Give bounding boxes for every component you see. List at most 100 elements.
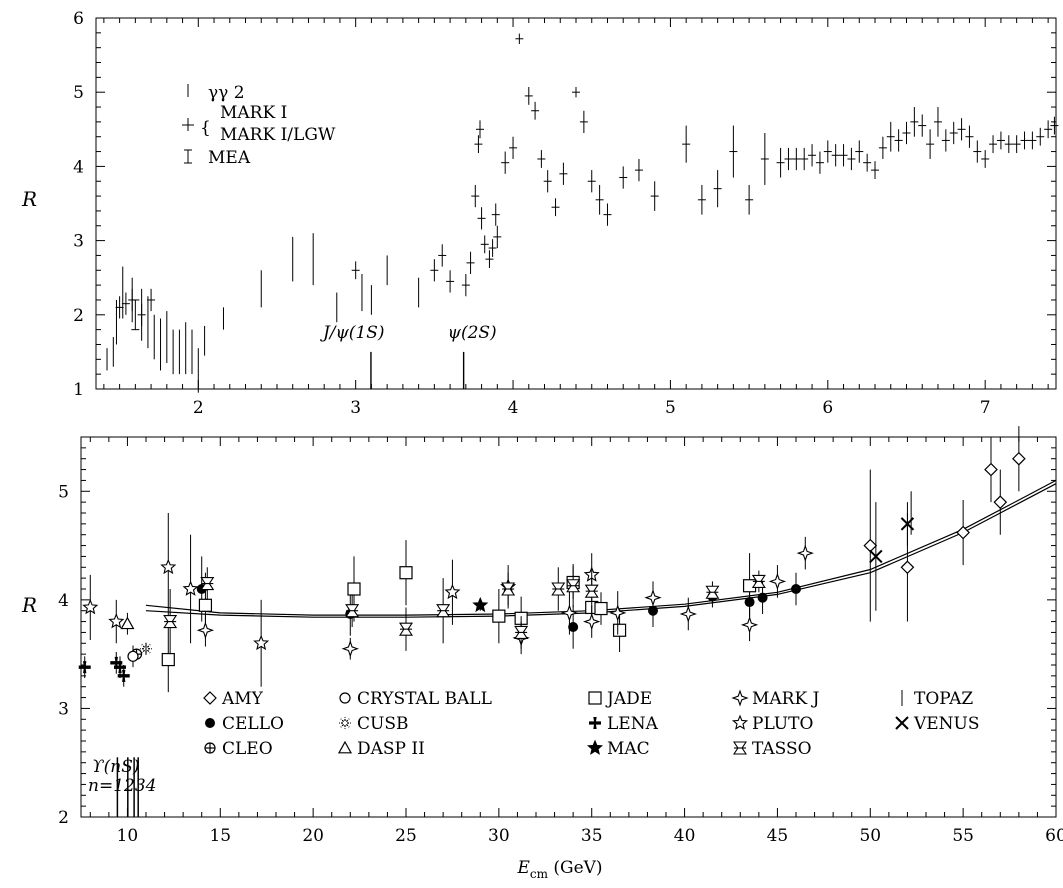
top-x-tick-label: 3 [350, 398, 361, 418]
x-stroke [900, 517, 915, 531]
star-shape [182, 580, 199, 596]
marker-diamond [993, 495, 1008, 509]
marker-square [612, 623, 627, 637]
four-point-star-shape [731, 689, 749, 707]
diamond-shape [863, 538, 878, 553]
filled-circle-shape [568, 622, 579, 632]
bottom-x-tick-label: 55 [952, 826, 974, 846]
legend-item-cusb: CUSB [339, 714, 408, 734]
square-shape [198, 598, 213, 612]
data-point-mark-i [776, 147, 785, 178]
four-point-star-shape [644, 589, 662, 607]
psi2s-label: ψ(2S) [448, 323, 497, 343]
marker-hourglass [732, 741, 748, 755]
data-point-mark-i [1036, 127, 1045, 146]
data-point-mark-i [619, 166, 628, 189]
top-x-tick-label: 7 [980, 398, 991, 418]
data-point-mark-j [679, 597, 697, 631]
diamond-shape [1012, 451, 1026, 466]
data-point-mark-i [1020, 131, 1029, 150]
upsilon-label: ϒ(nS) [92, 757, 140, 777]
marker-four-point-star [644, 589, 662, 607]
cross-pattee-shape [117, 669, 130, 682]
data-point-mark-i [1044, 120, 1053, 139]
data-point-tasso [584, 569, 599, 613]
bottom-x-tick-label: 35 [581, 826, 603, 846]
four-point-star-shape [740, 616, 759, 634]
data-point-pluto [108, 599, 125, 644]
filled-circle-shape [205, 718, 215, 728]
marker-cross-pattee [110, 656, 123, 669]
data-point-mark-j [196, 613, 215, 647]
data-point-amy [1012, 426, 1026, 492]
marker-square [198, 598, 213, 612]
top-y-tick-label: 2 [73, 306, 84, 326]
data-point-lena [78, 656, 91, 679]
diamond-shape [993, 495, 1008, 509]
data-point-mark-i [831, 144, 840, 167]
data-point-mark-i [878, 136, 887, 159]
marker-square [492, 609, 506, 623]
data-point-tasso [398, 607, 414, 651]
data-point-mark-i [957, 118, 966, 141]
legend-label: CUSB [357, 714, 408, 734]
bottom-x-tick-label: 45 [767, 826, 789, 846]
marker-cross-pattee [114, 661, 126, 674]
bottom-x-tick-label: 15 [209, 826, 231, 846]
diamond-shape [203, 691, 217, 705]
data-point-mark-i [485, 250, 494, 269]
data-point-tasso [436, 578, 451, 644]
marker-cross-pattee [78, 661, 91, 674]
marker-diamond [863, 538, 878, 553]
four-point-star-shape [768, 572, 787, 591]
upsilon-annotation: ϒ(nS)n=1234 [88, 757, 156, 817]
square-shape [612, 623, 627, 637]
legend-item-jade: JADE [588, 689, 652, 709]
data-point-mark-i [587, 170, 596, 193]
data-point-mark-i [121, 292, 130, 315]
square-shape [492, 609, 506, 623]
data-point-jade [399, 540, 413, 606]
data-point-tasso [200, 567, 215, 600]
legend-item-pluto: PLUTO [731, 714, 813, 734]
data-point-pluto [444, 559, 461, 625]
burst-ray [345, 718, 350, 723]
data-point-mark-i [603, 203, 612, 226]
marker-triangle [120, 616, 135, 630]
theory-curve-lower [145, 483, 1057, 618]
data-point-amy [984, 437, 998, 503]
square-shape [594, 601, 608, 616]
top-y-tick-label: 4 [73, 157, 84, 177]
data-point-amy [863, 469, 878, 622]
theory-curve-upper [145, 479, 1057, 616]
marker-hourglass [751, 574, 766, 588]
top-x-tick-label: 2 [193, 398, 204, 418]
data-point-cusb [140, 642, 152, 655]
four-point-star-shape [196, 621, 215, 639]
diamond-shape [900, 560, 915, 575]
top-axis-ticks: 1 2 3 4 5 6 2 3 4 5 6 7 [73, 9, 1056, 418]
data-point-lena [110, 651, 123, 674]
cross-pattee-shape [78, 661, 91, 674]
marker-star [182, 580, 199, 596]
bottom-x-tick-label: 50 [859, 826, 881, 846]
data-point-mark-i [650, 181, 659, 211]
data-point-mark-i [488, 239, 497, 257]
marker-hourglass [566, 579, 581, 593]
legend-label: CELLO [222, 714, 284, 734]
bottom-x-tick-label: 30 [488, 826, 510, 846]
marker-x [869, 549, 883, 564]
x-label-main: E [516, 858, 530, 878]
x-label-sub: cm [530, 867, 549, 881]
marker-star [160, 558, 177, 575]
bottom-x-tick-label: 20 [302, 826, 324, 846]
data-point-mark-i [894, 129, 903, 152]
data-point-mark-i [784, 147, 793, 171]
legend-label: DASP II [357, 739, 425, 759]
marker-star [731, 714, 749, 730]
data-point-mark-i [847, 147, 856, 171]
marker-hourglass [501, 582, 516, 596]
data-point-mark-j [740, 608, 759, 642]
marker-hourglass [705, 585, 720, 599]
data-point-venus [869, 502, 883, 611]
